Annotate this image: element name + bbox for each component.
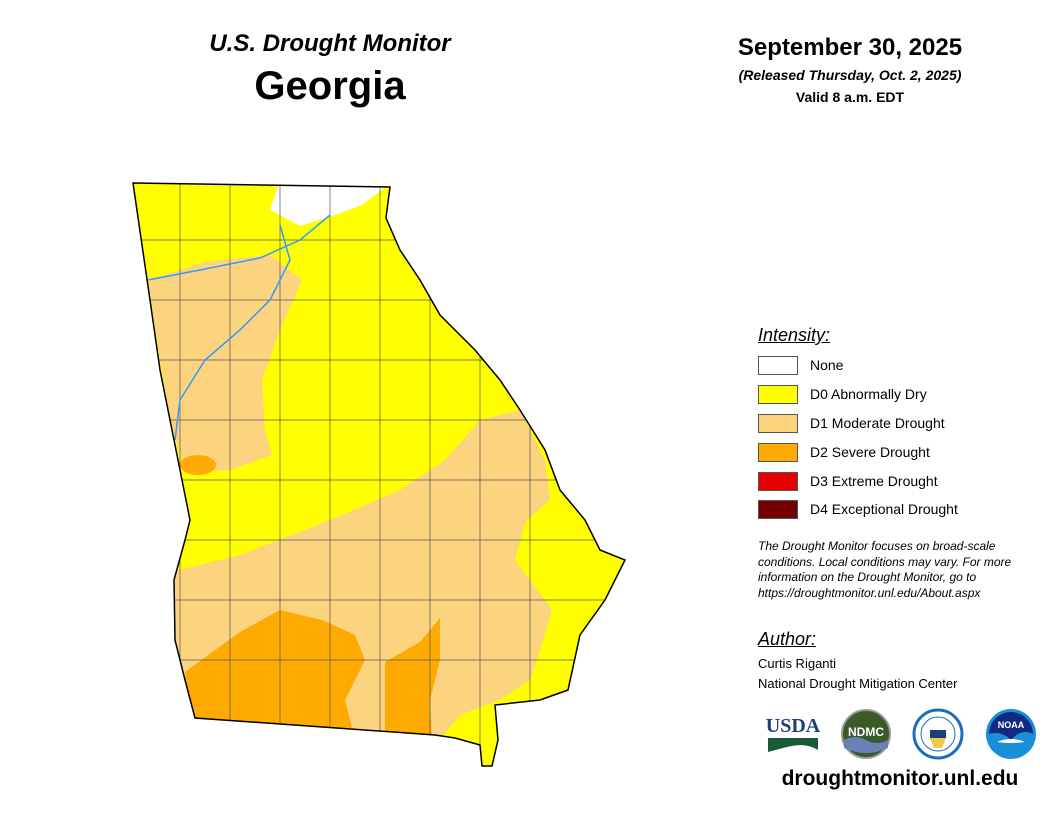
release-date: (Released Thursday, Oct. 2, 2025) [738, 67, 962, 83]
svg-text:USDA: USDA [766, 715, 820, 737]
legend-item-d1: D1 Moderate Drought [758, 412, 945, 434]
drought-map [132, 182, 627, 767]
d2-region-west [180, 455, 216, 475]
disclaimer-note: The Drought Monitor focuses on broad-sca… [758, 539, 1012, 600]
river [147, 214, 331, 281]
ndmc-logo: NDMC [841, 709, 891, 759]
footer-url[interactable]: droughtmonitor.unl.edu [781, 767, 1019, 790]
legend-item-d4: D4 Exceptional Drought [758, 498, 958, 520]
author-title: Author: [758, 629, 817, 649]
legend-title: Intensity: [758, 325, 831, 345]
legend-item-none: None [758, 354, 843, 376]
d2-region-south-central [385, 618, 440, 740]
none-region [270, 183, 395, 226]
legend-item-d2: D2 Severe Drought [758, 441, 930, 463]
usda-logo: USDA [766, 715, 820, 752]
river [174, 224, 291, 441]
svg-text:NDMC: NDMC [848, 725, 884, 739]
product-title: U.S. Drought Monitor [209, 30, 451, 57]
legend-item-d3: D3 Extreme Drought [758, 470, 938, 492]
svg-text:NOAA: NOAA [998, 720, 1025, 730]
state-title: Georgia [254, 64, 406, 108]
state-outline [132, 182, 627, 767]
commerce-logo [912, 708, 964, 760]
legend-item-d0: D0 Abnormally Dry [758, 383, 927, 405]
valid-time: Valid 8 a.m. EDT [795, 89, 905, 105]
map-date: September 30, 2025 [737, 34, 963, 61]
author-name: Curtis Riganti [758, 656, 837, 671]
author-org: National Drought Mitigation Center [758, 676, 958, 691]
noaa-logo: NOAA [986, 709, 1036, 759]
d1-region-west [148, 255, 302, 472]
